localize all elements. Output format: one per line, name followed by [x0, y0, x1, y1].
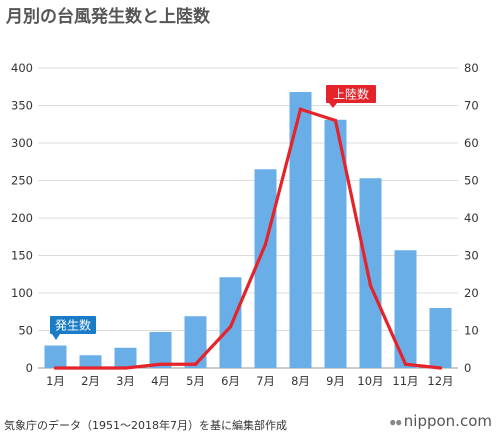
x-tick-label: 8月	[291, 374, 310, 388]
brand-dot-icon: ⦁⦁	[389, 415, 402, 429]
line-path	[53, 107, 443, 370]
line-point	[438, 366, 443, 370]
x-tick-label: 2月	[81, 374, 100, 388]
line-series-callout-box	[326, 85, 376, 103]
bar	[114, 347, 137, 368]
x-tick-label: 3月	[116, 374, 135, 388]
right-tick-label: 20	[464, 286, 479, 300]
line-series-callout-pointer	[329, 103, 337, 108]
brand-logo: ⦁⦁ nippon.com	[390, 412, 492, 430]
bar	[359, 178, 382, 368]
left-tick-label: 250	[11, 174, 33, 188]
series-callouts: 発生数 上陸数	[50, 85, 376, 340]
right-tick-label: 60	[464, 136, 479, 150]
right-axis-ticks: 0 10 20 30 40 50 60 70 80	[464, 61, 479, 375]
x-tick-label: 4月	[151, 374, 170, 388]
line-point	[333, 118, 338, 123]
bar	[184, 316, 207, 368]
left-tick-label: 100	[11, 286, 33, 300]
line-point	[228, 325, 233, 329]
left-tick-label: 350	[11, 99, 33, 113]
bar	[324, 119, 347, 368]
x-tick-label: 10月	[357, 374, 383, 388]
right-tick-label: 70	[464, 99, 479, 113]
right-tick-label: 50	[464, 174, 479, 188]
bar	[289, 92, 312, 368]
x-tick-label: 11月	[392, 374, 418, 388]
right-tick-label: 10	[464, 324, 479, 338]
line-point	[158, 362, 163, 366]
bar	[394, 250, 417, 368]
bar	[79, 355, 102, 368]
grid-lines	[38, 67, 458, 369]
left-tick-label: 300	[11, 136, 33, 150]
bar-series-callout-box	[50, 316, 96, 334]
right-tick-label: 40	[464, 211, 479, 225]
line-point	[403, 362, 408, 366]
brand-text: nippon.com	[403, 412, 492, 430]
line-point	[53, 366, 58, 370]
x-axis-ticks: 1月 2月 3月 4月 5月 6月 7月 8月 9月 10月 11月 12月	[46, 374, 453, 388]
right-tick-label: 30	[464, 249, 479, 263]
left-tick-label: 200	[11, 211, 33, 225]
bar	[219, 277, 242, 368]
left-tick-label: 0	[26, 361, 33, 375]
left-tick-label: 50	[18, 324, 33, 338]
line-point	[368, 283, 373, 288]
line-point	[298, 107, 303, 111]
line-series-callout-label: 上陸数	[333, 87, 369, 102]
line-series-callout: 上陸数	[326, 85, 376, 108]
x-tick-label: 5月	[186, 374, 205, 388]
bar	[429, 308, 452, 368]
line-point	[88, 366, 93, 370]
right-tick-label: 0	[464, 361, 471, 375]
x-tick-label: 7月	[256, 374, 275, 388]
bar-series-callout-label: 発生数	[55, 318, 91, 333]
line-series	[53, 107, 443, 370]
bar-series	[44, 92, 452, 368]
left-axis-ticks: 0 50 100 150 200 250 300 350 400	[11, 61, 33, 375]
bar	[254, 169, 277, 368]
left-tick-label: 400	[11, 61, 33, 75]
x-tick-label: 1月	[46, 374, 65, 388]
chart-title: 月別の台風発生数と上陸数	[6, 7, 210, 27]
line-point	[193, 362, 198, 366]
bar-series-callout: 発生数	[50, 316, 96, 340]
bar	[149, 332, 172, 368]
bar-series-callout-pointer	[52, 334, 60, 340]
right-tick-label: 80	[464, 61, 479, 75]
x-tick-label: 12月	[427, 374, 453, 388]
bar	[44, 345, 67, 368]
x-tick-label: 6月	[221, 374, 240, 388]
x-tick-label: 9月	[326, 374, 345, 388]
line-point	[263, 242, 268, 246]
left-tick-label: 150	[11, 249, 33, 263]
source-note: 気象庁のデータ（1951〜2018年7月）を基に編集部作成	[4, 419, 287, 432]
line-point	[123, 366, 128, 370]
